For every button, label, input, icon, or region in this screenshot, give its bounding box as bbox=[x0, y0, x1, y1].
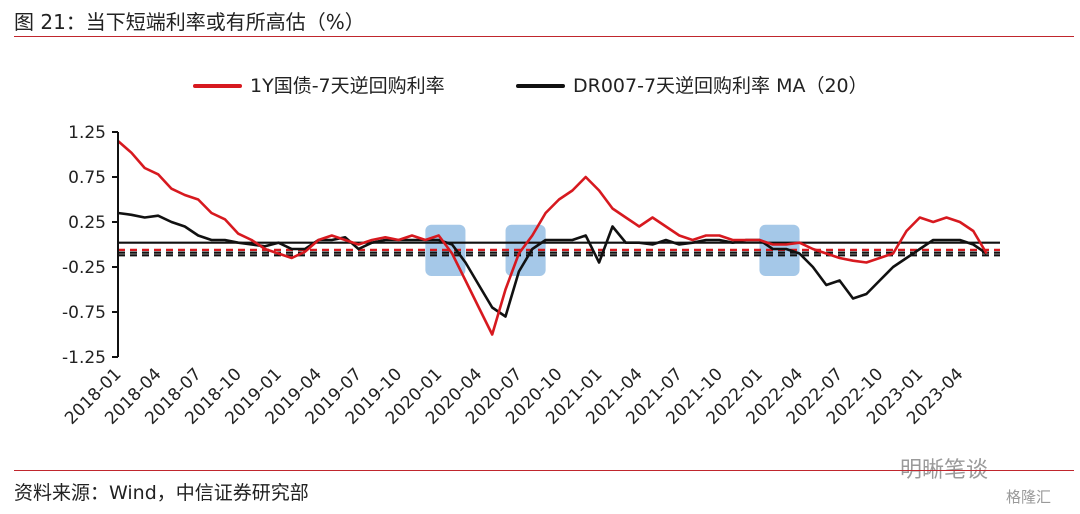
watermark-sub-text: 格隆汇 bbox=[1006, 488, 1052, 506]
y-tick-label: -0.25 bbox=[62, 258, 106, 278]
y-axis: 1.25 0.75 0.25 -0.25 -0.75 -1.25 bbox=[62, 123, 119, 368]
source-divider bbox=[14, 470, 1074, 471]
watermark-text: 明晰笔谈 bbox=[900, 458, 989, 483]
line-chart: 1Y国债-7天逆回购利率 DR007-7天逆回购利率 MA（20） 1.25 0.… bbox=[61, 75, 1000, 429]
legend-label-1y-minus-reverse-repo: 1Y国债-7天逆回购利率 bbox=[250, 75, 445, 97]
series-line-dr007-ma20 bbox=[117, 211, 988, 318]
y-tick-label: 0.75 bbox=[68, 168, 106, 188]
legend-label-dr007-ma20: DR007-7天逆回购利率 MA（20） bbox=[573, 75, 868, 97]
series-line-1y-minus-reverse-repo bbox=[117, 140, 988, 336]
figure-title: 图 21：当下短端利率或有所高估（%） bbox=[14, 10, 365, 34]
y-tick-label: -0.75 bbox=[62, 303, 106, 323]
chart-legend: 1Y国债-7天逆回购利率 DR007-7天逆回购利率 MA（20） bbox=[193, 75, 868, 97]
source-note: 资料来源：Wind，中信证券研究部 bbox=[14, 482, 309, 504]
title-divider bbox=[14, 36, 1074, 37]
y-tick-label: 1.25 bbox=[68, 123, 106, 143]
y-tick-label: -1.25 bbox=[62, 348, 106, 368]
x-axis-ticks: 2018-012018-042018-072018-102019-012019-… bbox=[61, 364, 967, 428]
series-lines bbox=[117, 140, 988, 336]
y-tick-label: 0.25 bbox=[68, 213, 106, 233]
